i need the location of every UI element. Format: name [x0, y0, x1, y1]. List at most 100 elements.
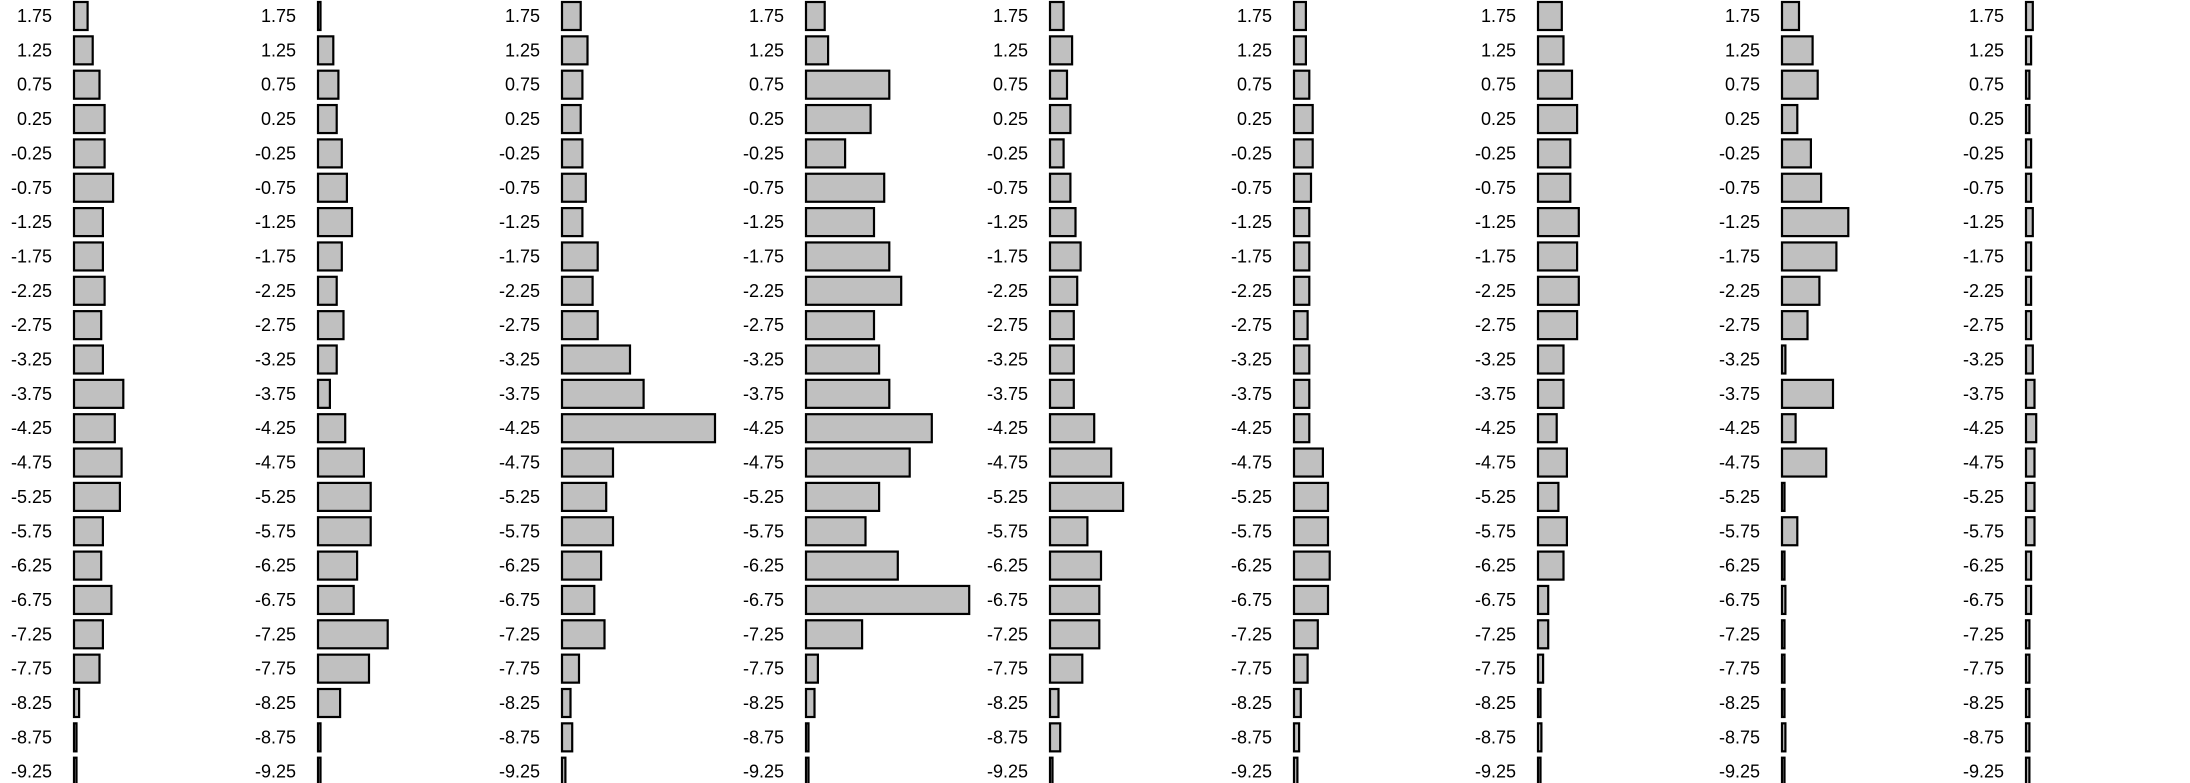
- tick-label: -5.25: [11, 487, 52, 507]
- bar: [72, 550, 103, 581]
- tick-label: 0.25: [505, 109, 540, 129]
- bar: [1780, 653, 1786, 684]
- tick-label: 0.25: [1725, 109, 1760, 129]
- bar: [2024, 310, 2033, 341]
- bar: [316, 241, 343, 272]
- tick-label: -3.75: [1719, 384, 1760, 404]
- bar: [1780, 241, 1838, 272]
- tick-label: -8.25: [255, 693, 296, 713]
- bar: [804, 619, 864, 650]
- tick-label: -9.25: [987, 762, 1028, 782]
- tick-label: -5.25: [1719, 487, 1760, 507]
- tick-label: -1.25: [743, 212, 784, 232]
- tick-label: -8.25: [743, 693, 784, 713]
- bar: [316, 619, 389, 650]
- bar: [316, 481, 372, 512]
- bar: [1292, 687, 1302, 719]
- tick-label: -1.25: [1719, 212, 1760, 232]
- bar: [560, 687, 572, 719]
- tick-label: -3.75: [1963, 384, 2004, 404]
- bar: [1292, 310, 1309, 341]
- tick-label: -5.25: [1963, 487, 2004, 507]
- bar: [804, 653, 819, 684]
- bar: [2024, 241, 2033, 272]
- tick-label: -7.25: [1475, 624, 1516, 644]
- tick-label: 0.25: [749, 109, 784, 129]
- tick-label: -7.25: [1963, 624, 2004, 644]
- bar: [1048, 69, 1069, 100]
- tick-label: -5.75: [499, 521, 540, 541]
- bar: [2024, 69, 2031, 100]
- bar: [804, 344, 881, 375]
- bar: [1292, 584, 1330, 616]
- tick-label: -2.75: [987, 315, 1028, 335]
- tick-label: 0.25: [261, 109, 296, 129]
- tick-label: -0.75: [499, 178, 540, 198]
- tick-label: -4.25: [255, 418, 296, 438]
- bar: [1048, 310, 1075, 341]
- tick-label: -4.25: [1719, 418, 1760, 438]
- bar: [560, 103, 582, 135]
- bar: [1780, 172, 1823, 203]
- bar: [2024, 35, 2033, 66]
- tick-label: -4.25: [1231, 418, 1272, 438]
- bar: [1536, 0, 1563, 32]
- tick-label: -0.25: [987, 143, 1028, 163]
- bar: [1536, 481, 1560, 512]
- tick-label: -7.75: [1963, 659, 2004, 679]
- tick-label: -9.25: [743, 762, 784, 782]
- bar: [1048, 447, 1113, 478]
- tick-label: -7.75: [1719, 659, 1760, 679]
- panel-9: 1.75 1.25 0.75 0.25 -0.25 -0.75 -1.25 -1.75 -2.2…: [1963, 0, 2038, 783]
- bar: [1048, 481, 1125, 512]
- bar: [2024, 207, 2034, 238]
- bar: [316, 516, 372, 547]
- tick-label: -6.75: [1231, 590, 1272, 610]
- bar: [1536, 584, 1550, 616]
- tick-label: 0.25: [1237, 109, 1272, 129]
- bar: [72, 378, 125, 409]
- bar: [1048, 241, 1082, 272]
- bar: [1048, 516, 1089, 547]
- bar: [316, 344, 338, 375]
- bar: [72, 722, 78, 753]
- tick-label: -5.25: [255, 487, 296, 507]
- tick-label: -0.75: [11, 178, 52, 198]
- bar: [316, 756, 322, 783]
- bar: [1048, 103, 1072, 135]
- bar: [1536, 138, 1572, 169]
- bar: [560, 35, 589, 66]
- tick-label: -2.25: [499, 281, 540, 301]
- tick-label: -0.25: [1963, 143, 2004, 163]
- bar: [804, 172, 886, 203]
- tick-label: -8.25: [11, 693, 52, 713]
- tick-label: -4.25: [1475, 418, 1516, 438]
- bar: [316, 35, 335, 66]
- bar: [560, 138, 584, 169]
- tick-label: -5.25: [743, 487, 784, 507]
- tick-label: -2.75: [11, 315, 52, 335]
- tick-label: -9.25: [1719, 762, 1760, 782]
- bar: [72, 481, 122, 512]
- tick-label: -4.25: [1963, 418, 2004, 438]
- bar: [804, 756, 810, 783]
- tick-label: -8.25: [1963, 693, 2004, 713]
- bar: [1536, 653, 1545, 684]
- bar: [72, 0, 89, 32]
- tick-label: -6.75: [255, 590, 296, 610]
- bar: [2024, 756, 2031, 783]
- tick-label: -4.75: [499, 453, 540, 473]
- bar: [1536, 687, 1542, 719]
- tick-label: 0.75: [261, 75, 296, 95]
- tick-label: -3.25: [255, 350, 296, 370]
- bar: [2024, 275, 2033, 306]
- bar: [1536, 103, 1579, 135]
- tick-label: -1.25: [1963, 212, 2004, 232]
- tick-label: -4.75: [743, 453, 784, 473]
- bar: [1780, 275, 1821, 306]
- tick-label: 1.75: [1969, 6, 2004, 26]
- tick-label: -3.75: [743, 384, 784, 404]
- tick-label: -0.75: [743, 178, 784, 198]
- bar: [72, 35, 94, 66]
